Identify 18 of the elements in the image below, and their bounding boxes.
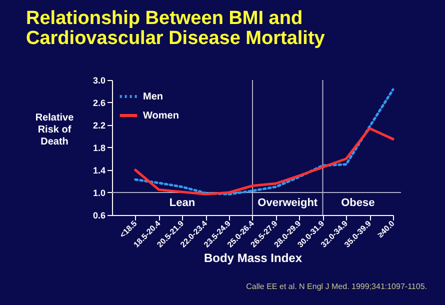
x-axis-title: Body Mass Index xyxy=(204,251,302,266)
y-axis-title: Relative Risk of Death xyxy=(35,112,74,148)
text: Calle EE et al. N Engl J Med. 1999;341:1097-1105. xyxy=(246,282,427,291)
y-tick-label: 0.6 xyxy=(92,210,106,220)
y-tick-label: 2.2 xyxy=(92,120,106,130)
y-tick-label: 1.4 xyxy=(92,166,106,176)
line-series xyxy=(134,88,394,196)
annotation: Lean xyxy=(169,197,196,209)
y-tick-label: 2.6 xyxy=(92,98,106,108)
chart-title: Relationship Between BMI and Cardiovascular Disease Mortality xyxy=(26,8,326,49)
annotation: Overweight xyxy=(258,197,318,209)
y-tick-label: 1.0 xyxy=(92,188,106,198)
line-series xyxy=(134,127,394,196)
legend-label: Men xyxy=(143,92,163,102)
y-tick-label: 3.0 xyxy=(92,76,106,86)
legend-label: Women xyxy=(143,110,179,122)
annotation: Obese xyxy=(341,197,375,209)
y-tick-label: 1.8 xyxy=(92,143,106,153)
